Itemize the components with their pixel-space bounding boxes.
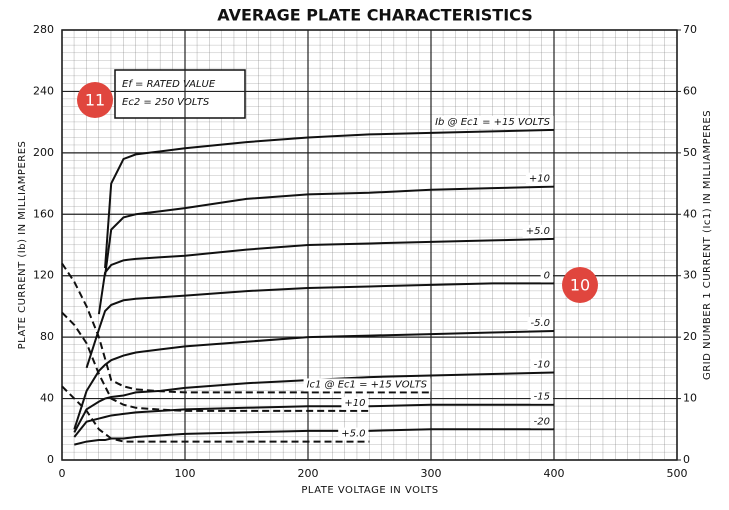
x-tick-label: 200 [298, 467, 319, 480]
badge [562, 267, 598, 303]
y2-tick-label: 40 [683, 207, 697, 220]
label-bg [530, 415, 553, 429]
y2-tick-label: 70 [683, 23, 697, 36]
badge-label: 10 [570, 276, 590, 295]
y-tick-label: 120 [33, 269, 54, 282]
y-tick-label: 160 [33, 207, 54, 220]
label-bg [338, 427, 369, 441]
series-line [74, 428, 554, 446]
series-line [73, 403, 554, 438]
y2-tick-label: 50 [683, 146, 697, 159]
series-label: Ic1 @ Ec1 = +15 VOLTS [307, 379, 428, 390]
series-line [73, 330, 555, 430]
x-tick-label: 100 [175, 467, 196, 480]
series-label: Ib @ Ec1 = +15 VOLTS [435, 117, 551, 128]
x-tick-label: 300 [421, 467, 442, 480]
series-label: 0 [544, 270, 550, 281]
label-bg [527, 317, 553, 330]
label-bg [525, 172, 553, 186]
x-tick-label: 400 [544, 467, 565, 480]
x-tick-label: 0 [59, 467, 66, 480]
label-bg [530, 390, 553, 404]
series-label: -15 [534, 392, 550, 403]
label-bg [432, 115, 554, 129]
y2-axis-title: GRID NUMBER 1 CURRENT (Ic1) IN MILLIAMPE… [702, 110, 713, 380]
label-bg [540, 269, 553, 283]
y2-tick-label: 60 [683, 84, 697, 97]
series-line [104, 185, 555, 276]
label-bg [522, 224, 553, 238]
series-label: +5.0 [341, 429, 365, 440]
note: Ef = RATED VALUE [122, 79, 216, 90]
y-tick-label: 280 [33, 23, 54, 36]
x-tick-label: 500 [667, 467, 688, 480]
series-label: -5.0 [530, 318, 550, 329]
y-tick-label: 200 [33, 146, 54, 159]
x-axis-title: PLATE VOLTAGE IN VOLTS [301, 485, 438, 496]
note-box [114, 69, 246, 119]
series-line [104, 128, 555, 269]
series-label: -20 [534, 416, 550, 427]
y2-tick-label: 10 [683, 392, 697, 405]
y-tick-label: 40 [40, 392, 54, 405]
series-line [97, 237, 555, 315]
series-label: +5.0 [526, 226, 550, 237]
y-axis-title: PLATE CURRENT (Ib) IN MILLIAMPERES [17, 141, 28, 350]
chart-title: AVERAGE PLATE CHARACTERISTICS [217, 6, 532, 25]
y2-tick-label: 20 [683, 330, 697, 343]
note: Ec2 = 250 VOLTS [122, 97, 210, 108]
y-tick-label: 240 [33, 84, 54, 97]
series-label: +10 [529, 174, 550, 185]
y-tick-label: 0 [47, 453, 54, 466]
series-label: -10 [534, 359, 550, 370]
badge [77, 82, 113, 118]
series-label: +10 [344, 398, 365, 409]
label-bg [303, 378, 431, 392]
series-line [85, 282, 554, 369]
y2-tick-label: 0 [683, 453, 690, 466]
y-tick-label: 80 [40, 330, 54, 343]
series-line [61, 385, 370, 443]
label-bg [341, 396, 369, 410]
badge-label: 11 [85, 91, 105, 110]
y2-tick-label: 30 [683, 269, 697, 282]
series-line [61, 262, 431, 394]
label-bg [530, 358, 553, 372]
series-line [61, 311, 370, 412]
